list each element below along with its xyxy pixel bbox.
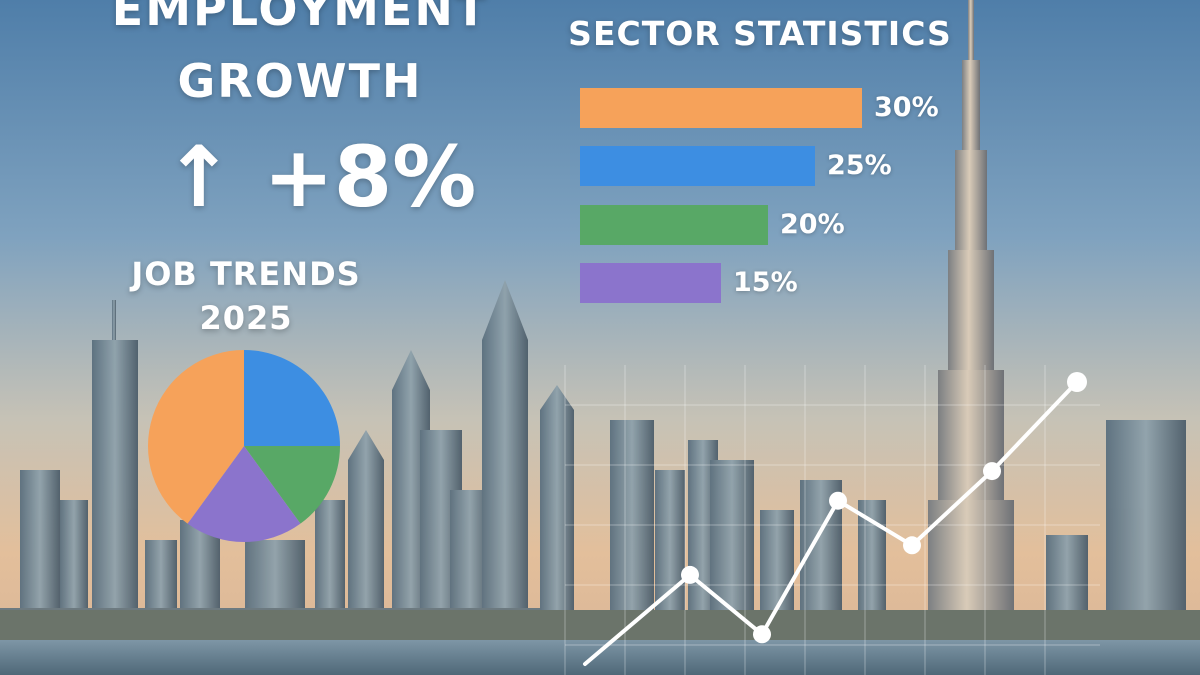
pie-slice-2	[244, 446, 340, 524]
waterfront	[0, 610, 1200, 645]
trend-point-2	[681, 565, 699, 584]
trend-point-4	[829, 491, 847, 510]
pie-chart	[147, 350, 340, 543]
line-chart	[583, 372, 1087, 666]
water	[0, 640, 1200, 675]
trend-point-5	[903, 536, 921, 555]
skyline	[20, 280, 1186, 610]
pie-slice-1	[244, 350, 340, 446]
trend-point-3	[753, 625, 771, 644]
pie-slice-3	[187, 446, 301, 543]
trend-point-7	[1067, 372, 1087, 392]
pie-slice-4	[147, 350, 244, 524]
trend-point-6	[983, 462, 1001, 481]
